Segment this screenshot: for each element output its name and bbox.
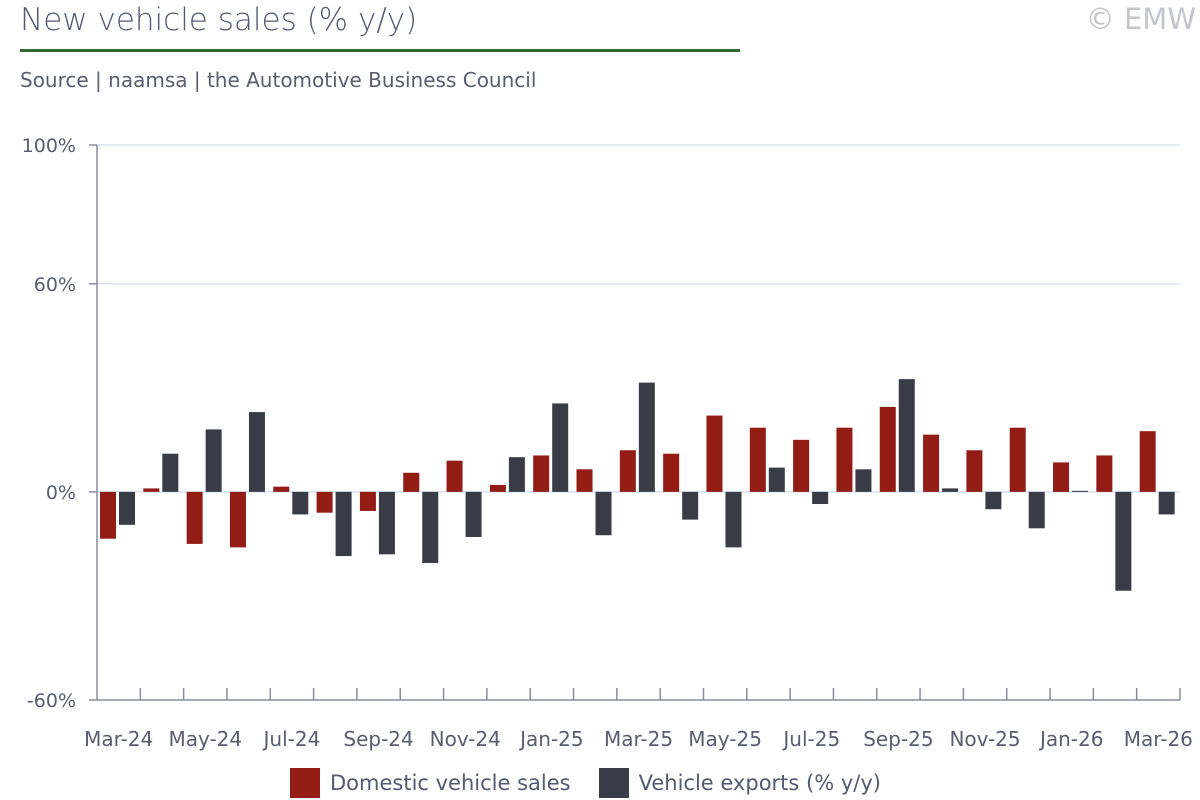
legend-swatch-exports [598, 768, 629, 798]
x-tick-label: Jul-24 [262, 727, 321, 751]
x-tick-label: Nov-24 [430, 727, 501, 751]
bar-exports [552, 403, 569, 492]
bar-domestic [576, 469, 593, 492]
legend: Domestic vehicle sales Vehicle exports (… [290, 768, 881, 798]
bar-domestic [100, 491, 116, 539]
title-underline [20, 49, 740, 52]
bar-exports [335, 491, 352, 557]
bar-exports [1072, 490, 1089, 492]
bar-exports [1115, 491, 1132, 591]
bar-domestic [923, 434, 940, 492]
bar-exports [985, 491, 1002, 510]
bar-exports [465, 491, 482, 537]
bar-domestic [966, 450, 983, 492]
x-tick-label: Nov-25 [949, 727, 1020, 751]
legend-label-exports: Vehicle exports (% y/y) [638, 771, 881, 795]
bar-domestic [706, 415, 723, 492]
x-tick-label: Sep-25 [863, 727, 933, 751]
x-tick-label: Mar-26 [1124, 727, 1193, 751]
bar-domestic [359, 491, 376, 511]
bar-exports [378, 491, 395, 555]
bar-domestic [229, 491, 246, 548]
bar-domestic [663, 453, 680, 492]
bar-domestic [619, 450, 636, 492]
page-title: New vehicle sales (% y/y) [20, 2, 418, 38]
bar-exports [508, 457, 525, 492]
bar-domestic [446, 460, 463, 492]
bar-domestic [186, 491, 203, 544]
x-tick-label: Sep-24 [343, 727, 413, 751]
x-tick-label: Mar-24 [84, 727, 153, 751]
x-tick-label: Jan-25 [518, 727, 584, 751]
y-tick-label: 100% [22, 135, 76, 157]
bar-domestic [316, 491, 333, 513]
bar-exports [638, 382, 655, 492]
bar-exports [119, 491, 135, 525]
legend-swatch-domestic [290, 768, 320, 798]
bar-exports [682, 491, 699, 520]
x-tick-label: May-25 [688, 727, 762, 751]
source-text: Source | naamsa | the Automotive Busines… [20, 68, 537, 92]
bar-domestic [489, 484, 506, 492]
y-tick-label: 60% [34, 274, 76, 296]
bar-domestic [1009, 427, 1026, 492]
bar-domestic [836, 427, 853, 492]
y-tick-label: 0% [46, 482, 76, 504]
copyright: © EMW [1085, 2, 1196, 36]
bar-exports [248, 412, 265, 492]
x-tick-label: May-24 [168, 727, 242, 751]
bar-domestic [1053, 462, 1070, 492]
bar-exports [162, 453, 179, 492]
bar-exports [725, 491, 742, 548]
bar-domestic [749, 427, 766, 492]
bar-domestic [143, 488, 160, 492]
bar-exports [422, 491, 439, 563]
x-tick-label: Jul-25 [781, 727, 840, 751]
y-tick-label: -60% [27, 690, 76, 712]
bar-exports [855, 469, 872, 492]
bar-domestic [403, 472, 420, 492]
bar-domestic [1139, 431, 1156, 492]
bar-exports [1028, 491, 1045, 529]
bar-domestic [1096, 455, 1113, 492]
x-tick-label: Mar-25 [604, 727, 673, 751]
bar-domestic [273, 486, 290, 492]
bar-exports [812, 491, 829, 505]
bar-exports [292, 491, 309, 515]
bar-exports [942, 488, 959, 492]
bar-domestic [793, 439, 810, 492]
legend-label-domestic: Domestic vehicle sales [330, 771, 571, 795]
bar-domestic [879, 406, 896, 492]
bar-exports [595, 491, 612, 536]
bar-exports [768, 467, 785, 492]
bar-exports [1158, 491, 1175, 515]
bar-exports [205, 429, 222, 492]
x-tick-label: Jan-26 [1038, 727, 1104, 751]
bar-exports [898, 379, 915, 492]
bar-domestic [533, 455, 550, 492]
